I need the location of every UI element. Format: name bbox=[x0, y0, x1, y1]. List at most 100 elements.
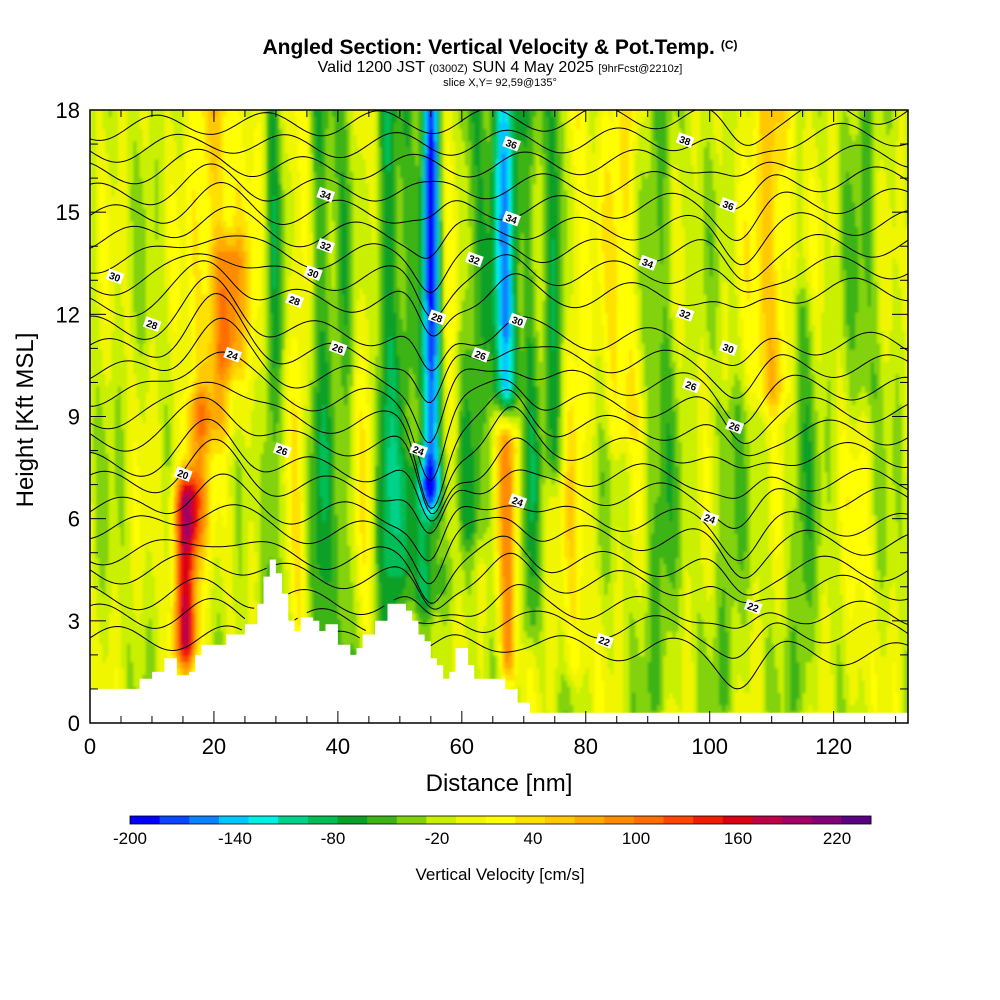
velocity-cell bbox=[114, 152, 119, 160]
velocity-cell bbox=[120, 226, 125, 234]
velocity-cell bbox=[142, 526, 147, 534]
velocity-cell bbox=[105, 459, 110, 467]
velocity-cell bbox=[111, 232, 116, 240]
velocity-cell bbox=[117, 189, 122, 197]
velocity-cell bbox=[195, 269, 200, 277]
velocity-cell bbox=[148, 569, 153, 577]
velocity-cell bbox=[167, 330, 172, 338]
velocity-cell bbox=[139, 575, 144, 583]
velocity-cell bbox=[139, 140, 144, 148]
velocity-cell bbox=[186, 582, 190, 589]
velocity-cell bbox=[139, 342, 144, 350]
velocity-cell bbox=[139, 361, 144, 369]
velocity-cell bbox=[155, 428, 159, 436]
velocity-cell bbox=[198, 287, 203, 295]
velocity-cell bbox=[182, 637, 187, 644]
velocity-cell bbox=[130, 306, 134, 313]
velocity-cell bbox=[130, 649, 134, 657]
velocity-cell bbox=[173, 287, 178, 295]
velocity-cell bbox=[170, 300, 175, 307]
velocity-cell bbox=[102, 165, 107, 172]
velocity-cell bbox=[176, 502, 181, 510]
velocity-cell bbox=[167, 545, 172, 552]
velocity-cell bbox=[161, 545, 165, 552]
velocity-cell bbox=[136, 459, 141, 467]
velocity-cell bbox=[148, 447, 153, 454]
velocity-cell bbox=[179, 563, 184, 571]
velocity-cell bbox=[90, 588, 94, 595]
velocity-cell bbox=[195, 275, 200, 283]
velocity-cell bbox=[173, 128, 178, 136]
velocity-cell bbox=[148, 612, 153, 620]
velocity-cell bbox=[173, 281, 178, 289]
velocity-cell bbox=[195, 122, 200, 129]
velocity-cell bbox=[155, 520, 159, 528]
velocity-cell bbox=[139, 612, 144, 620]
velocity-cell bbox=[145, 373, 150, 381]
velocity-cell bbox=[195, 201, 200, 209]
velocity-cell bbox=[90, 422, 94, 430]
velocity-cell bbox=[124, 367, 128, 375]
velocity-cell bbox=[151, 575, 156, 583]
velocity-cell bbox=[124, 569, 128, 577]
velocity-cell bbox=[139, 569, 144, 577]
velocity-cell bbox=[136, 122, 141, 129]
velocity-cell bbox=[108, 502, 113, 510]
velocity-cell bbox=[173, 336, 178, 344]
velocity-cell bbox=[99, 152, 103, 160]
velocity-cell bbox=[198, 465, 203, 473]
velocity-cell bbox=[173, 606, 178, 614]
velocity-cell bbox=[186, 539, 190, 546]
velocity-cell bbox=[145, 502, 150, 510]
velocity-cell bbox=[145, 618, 150, 626]
velocity-cell bbox=[99, 263, 103, 270]
velocity-cell bbox=[161, 263, 165, 270]
velocity-cell bbox=[176, 379, 181, 387]
velocity-cell bbox=[108, 526, 113, 534]
velocity-cell bbox=[102, 146, 107, 154]
velocity-cell bbox=[127, 490, 131, 497]
velocity-cell bbox=[102, 673, 107, 681]
velocity-cell bbox=[173, 649, 178, 657]
velocity-cell bbox=[201, 391, 206, 399]
velocity-cell bbox=[195, 318, 200, 326]
velocity-cell bbox=[189, 385, 193, 393]
velocity-cell bbox=[148, 410, 153, 418]
velocity-cell bbox=[173, 183, 178, 191]
velocity-cell bbox=[201, 422, 206, 430]
velocity-cell bbox=[111, 195, 116, 203]
velocity-cell bbox=[164, 128, 169, 136]
velocity-cell bbox=[133, 502, 138, 510]
velocity-cell bbox=[120, 434, 125, 442]
velocity-cell bbox=[151, 557, 156, 565]
velocity-cell bbox=[93, 385, 97, 393]
velocity-cell bbox=[96, 355, 100, 362]
velocity-cell bbox=[111, 459, 116, 467]
velocity-cell bbox=[158, 195, 162, 203]
velocity-cell bbox=[186, 300, 190, 307]
velocity-cell bbox=[148, 661, 153, 669]
velocity-cell bbox=[93, 146, 97, 154]
velocity-cell bbox=[151, 563, 156, 571]
velocity-cell bbox=[102, 355, 107, 362]
velocity-cell bbox=[148, 306, 153, 313]
velocity-cell bbox=[198, 637, 203, 644]
velocity-cell bbox=[158, 514, 162, 522]
velocity-cell bbox=[108, 373, 113, 381]
velocity-cell bbox=[164, 612, 169, 620]
velocity-cell bbox=[195, 569, 200, 577]
velocity-cell bbox=[158, 361, 162, 369]
velocity-cell bbox=[142, 189, 147, 197]
velocity-cell bbox=[139, 306, 144, 313]
velocity-cell bbox=[124, 165, 128, 172]
velocity-cell bbox=[142, 428, 147, 436]
velocity-cell bbox=[176, 244, 181, 252]
velocity-cell bbox=[108, 551, 113, 559]
velocity-cell bbox=[192, 545, 196, 552]
velocity-cell bbox=[151, 667, 156, 675]
velocity-cell bbox=[198, 165, 203, 172]
velocity-cell bbox=[173, 434, 178, 442]
velocity-cell bbox=[136, 287, 141, 295]
velocity-cell bbox=[186, 410, 190, 418]
velocity-cell bbox=[164, 208, 169, 215]
